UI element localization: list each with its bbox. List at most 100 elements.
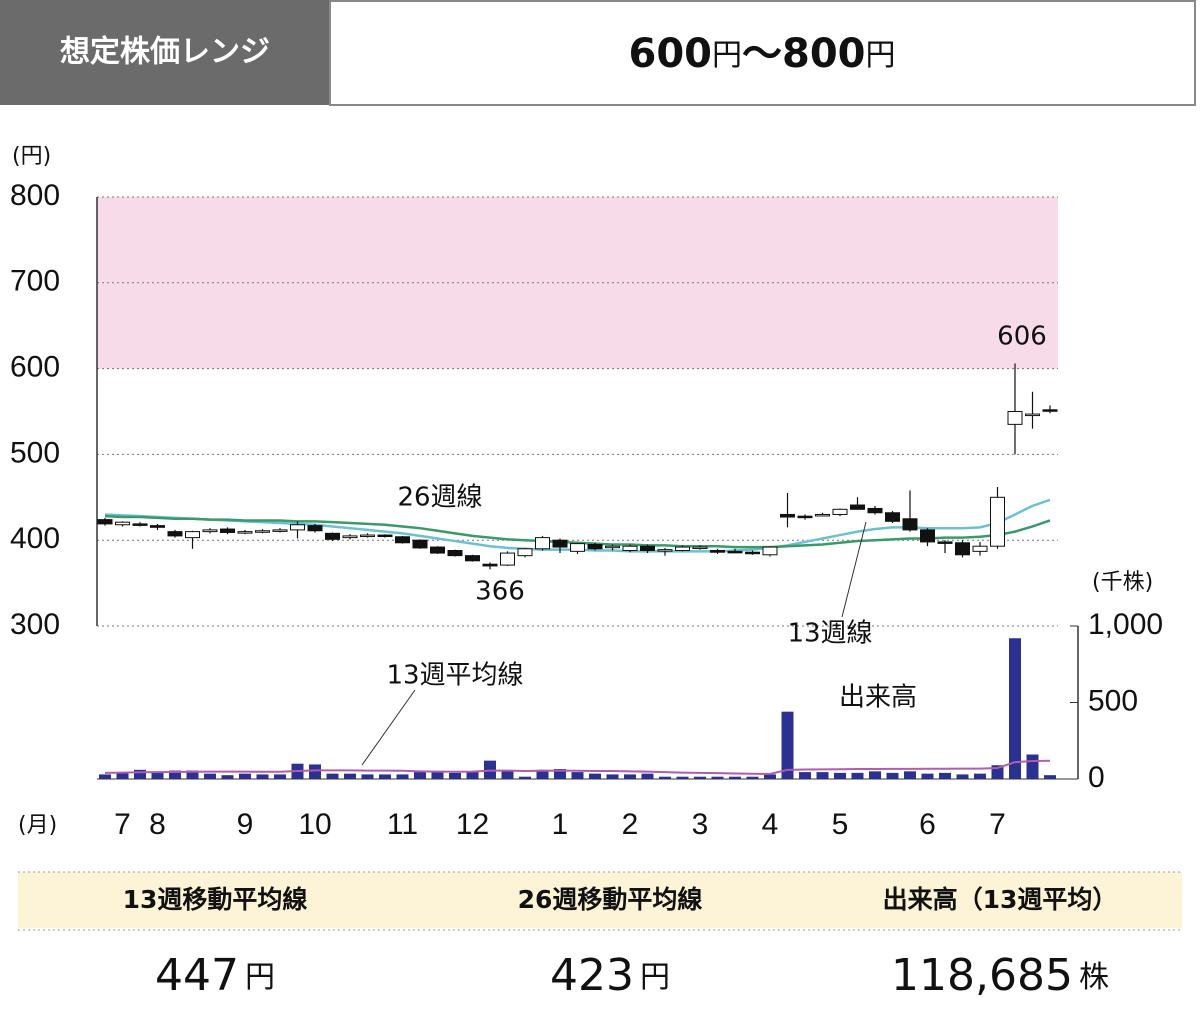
volume-bar	[764, 774, 776, 779]
y-tick-label: 300	[10, 608, 60, 641]
volume-bar	[256, 774, 269, 779]
volume-bar	[974, 773, 986, 779]
volume-bar	[676, 776, 689, 779]
candle-body	[570, 543, 585, 552]
candle-body	[447, 549, 463, 557]
x-tick-label: 1	[552, 808, 569, 841]
header-value-box	[329, 0, 1196, 106]
y-tick-label: 400	[10, 522, 60, 555]
volume-bar	[274, 774, 286, 779]
volume-bar	[519, 776, 531, 779]
volume-average-line	[104, 759, 1051, 775]
candle-body	[972, 545, 988, 552]
candle-body	[150, 525, 165, 528]
summary-number: 447	[155, 950, 239, 1001]
candle-body	[867, 507, 883, 514]
candle-body	[500, 552, 515, 566]
volume-bar	[571, 772, 584, 779]
candle-body	[185, 531, 200, 539]
candle-body	[517, 548, 533, 557]
volume-bar	[431, 772, 444, 779]
range-high: 800	[782, 31, 866, 77]
header-label: 想定株価レンジ	[60, 35, 270, 70]
candle-body	[1025, 413, 1040, 417]
volume-bar	[344, 773, 356, 779]
x-tick-label: 11	[387, 808, 418, 841]
candle-body	[622, 545, 638, 551]
volume-bar	[116, 772, 129, 779]
summary-number: 423	[550, 950, 634, 1001]
candle-body	[202, 529, 218, 533]
candle-body	[657, 549, 673, 552]
candle-body	[430, 546, 445, 554]
volume-bar	[309, 764, 321, 779]
volume-bar	[904, 771, 916, 779]
candle-body	[797, 515, 813, 519]
volume-bar	[449, 772, 461, 779]
volume-bar	[711, 776, 724, 779]
volume-bar	[606, 774, 619, 779]
summary-title: 出来高（13週平均）	[883, 885, 1118, 914]
candle-body	[115, 521, 130, 526]
y2-tick-label: 500	[1088, 684, 1138, 717]
candle-body	[465, 555, 480, 562]
volume-bar	[204, 773, 216, 779]
summary-title: 26週移動平均線	[518, 885, 703, 914]
volume-bar	[536, 769, 549, 779]
volume-bar	[554, 769, 566, 779]
x-tick-label: 10	[298, 808, 331, 841]
candle-body	[342, 535, 358, 539]
candle-body	[902, 518, 918, 531]
candle-body	[237, 531, 253, 534]
x-tick-label: 4	[762, 808, 779, 841]
volume-bar	[956, 774, 969, 779]
volume-bar	[466, 771, 479, 779]
x-tick-label: 7	[989, 808, 1006, 841]
x-tick-label: 2	[622, 808, 639, 841]
y2-tick-label: 1,000	[1088, 608, 1163, 641]
range-low: 600	[629, 31, 713, 77]
volume-bar	[361, 774, 374, 779]
candle-body	[360, 534, 375, 538]
candle-body	[482, 563, 498, 567]
line-label: 13週線	[787, 619, 872, 649]
volume-bar	[816, 772, 829, 779]
volume-bar	[799, 772, 811, 779]
candle-body	[535, 537, 550, 550]
candle-body	[132, 523, 148, 526]
volume-bar	[851, 772, 864, 779]
candle-body	[1007, 411, 1023, 425]
volume-bar	[659, 776, 671, 779]
volume-bar	[396, 774, 409, 779]
y-tick-label: 800	[10, 179, 60, 212]
candle-body	[587, 543, 603, 550]
volume-bar	[729, 776, 741, 779]
candle-body	[885, 512, 900, 522]
volume-bar	[1026, 754, 1039, 779]
summary-unit: 円	[245, 960, 275, 995]
candle-body	[780, 513, 795, 518]
x-unit: (月)	[18, 813, 57, 838]
candle-body	[325, 532, 340, 540]
candle-body	[990, 496, 1005, 547]
range-sep: 〜	[742, 31, 782, 77]
candle-body	[395, 536, 410, 544]
candle-body	[220, 528, 235, 533]
volume-bar	[414, 772, 426, 779]
volume-bar	[1044, 775, 1056, 779]
candle-body	[692, 546, 708, 550]
volume-bar	[746, 776, 759, 779]
y2-unit: (千株)	[1092, 570, 1153, 595]
volume-bar	[939, 772, 951, 779]
candle-body	[920, 529, 935, 543]
candle-body	[762, 546, 778, 556]
line-label: 26週線	[397, 483, 482, 513]
candle-body	[955, 542, 970, 556]
candle-body	[272, 529, 288, 532]
candle-body	[307, 525, 323, 532]
candle-body	[605, 545, 620, 549]
candle-body	[832, 508, 848, 515]
volume-bar	[869, 771, 881, 779]
